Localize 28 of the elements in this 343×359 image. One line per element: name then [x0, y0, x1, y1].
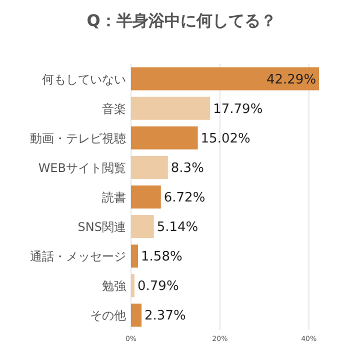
y-tick-label: SNS関連: [78, 220, 126, 234]
data-label: 2.37%: [144, 308, 186, 324]
y-tick-label: 何もしていない: [42, 72, 126, 86]
data-label: 5.14%: [156, 220, 198, 236]
data-label: 1.58%: [141, 250, 182, 265]
y-tick-label: その他: [90, 308, 126, 323]
data-label: 42.29%: [266, 72, 316, 88]
y-tick-label: 勉強: [102, 279, 126, 294]
bar: [131, 185, 161, 209]
bar: [131, 126, 198, 150]
bar: [131, 215, 154, 238]
bar: [131, 274, 135, 298]
data-label: 17.79%: [213, 102, 263, 117]
y-tick-label: WEBサイト閲覧: [38, 160, 126, 175]
data-label: 6.72%: [164, 190, 206, 206]
bar: [131, 244, 138, 268]
data-label: 15.02%: [200, 131, 250, 146]
data-label: 0.79%: [138, 279, 179, 294]
bar: [131, 156, 168, 179]
bar: [131, 304, 142, 327]
y-tick-label: 読書: [102, 190, 126, 204]
bar: [131, 67, 320, 90]
data-label: 8.3%: [170, 160, 204, 176]
y-tick-label: 通話・メッセージ: [30, 250, 126, 264]
chart-title: Q：半身浴中に何してる？: [86, 11, 276, 30]
y-tick-label: 音楽: [102, 102, 126, 116]
bar: [131, 96, 210, 120]
y-tick-label: 動画・テレビ視聴: [30, 131, 126, 146]
